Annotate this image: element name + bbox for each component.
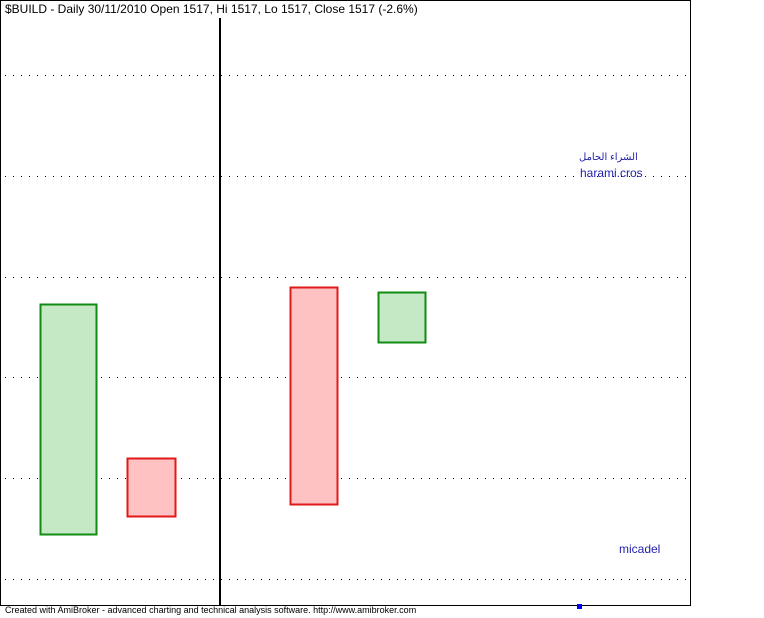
candle-3-up [377, 291, 427, 344]
candle-0-up [39, 303, 98, 536]
plot-border [0, 0, 691, 606]
chart-title: $BUILD - Daily 30/11/2010 Open 1517, Hi … [5, 2, 418, 16]
footer-credit: Created with AmiBroker - advanced charti… [5, 605, 417, 615]
author-annotation: micadel [619, 542, 661, 556]
arabic-annotation: الشراء الحامل [579, 152, 638, 163]
marker-square [577, 604, 582, 609]
candle-1-down [126, 457, 177, 518]
candles [39, 286, 427, 536]
candle-2-down [289, 286, 339, 506]
pattern-annotation: harami.cros [580, 166, 643, 180]
